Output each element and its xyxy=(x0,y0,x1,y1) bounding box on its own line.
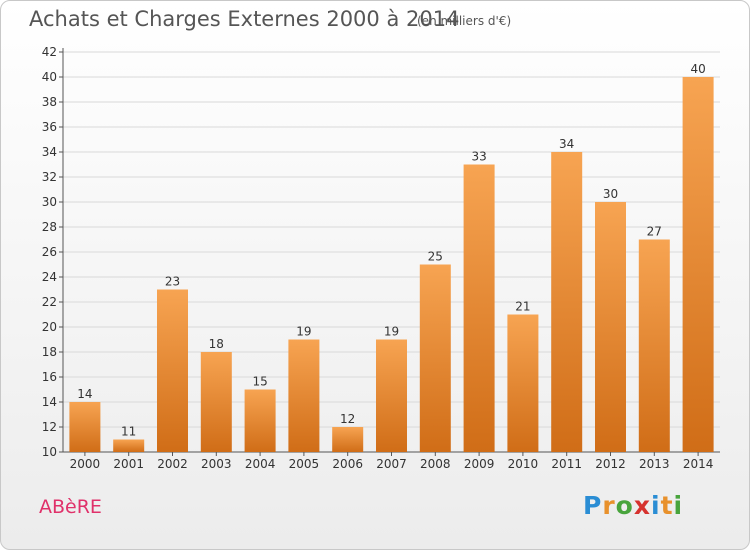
bar xyxy=(638,239,670,452)
x-tick-label: 2001 xyxy=(113,457,144,471)
bar xyxy=(157,289,188,452)
x-tick-label: 2013 xyxy=(639,457,670,471)
logo-letter: t xyxy=(660,491,674,520)
bar-value-label: 23 xyxy=(165,275,180,289)
y-tick-label: 40 xyxy=(42,70,57,84)
x-tick-label: 2008 xyxy=(420,457,451,471)
x-tick-label: 2002 xyxy=(157,457,188,471)
y-tick-label: 34 xyxy=(42,145,57,159)
bar xyxy=(463,164,495,452)
bar xyxy=(682,77,714,452)
y-tick-label: 28 xyxy=(42,220,57,234)
y-tick-label: 12 xyxy=(42,420,57,434)
bar xyxy=(595,202,626,452)
bar xyxy=(551,152,583,452)
y-tick-label: 18 xyxy=(42,345,57,359)
y-tick-label: 42 xyxy=(42,45,57,59)
bar-value-label: 25 xyxy=(428,250,443,264)
proxiti-logo[interactable]: Proxiti xyxy=(583,491,683,520)
x-tick-label: 2007 xyxy=(376,457,407,471)
bar-value-label: 27 xyxy=(647,225,662,239)
bar xyxy=(332,427,364,452)
bar xyxy=(69,402,101,452)
x-tick-label: 2006 xyxy=(332,457,363,471)
y-tick-label: 24 xyxy=(42,270,57,284)
y-tick-label: 32 xyxy=(42,170,57,184)
bar xyxy=(288,339,320,452)
x-tick-label: 2009 xyxy=(464,457,495,471)
y-tick-label: 20 xyxy=(42,320,57,334)
bar xyxy=(113,439,145,452)
bar xyxy=(244,389,276,452)
commune-name: ABèRE xyxy=(39,496,102,518)
bar-value-label: 14 xyxy=(77,387,92,401)
labels: 10 12 14 16 18 20 22 24 26 28 30 32 34 36 38 40 42 14 2000… xyxy=(42,45,714,471)
x-tick-label: 2004 xyxy=(245,457,276,471)
bar-value-label: 11 xyxy=(121,425,136,439)
y-tick-label: 36 xyxy=(42,120,57,134)
y-tick-label: 38 xyxy=(42,95,57,109)
x-tick-label: 2011 xyxy=(551,457,582,471)
x-tick-label: 2005 xyxy=(289,457,320,471)
bar-value-label: 21 xyxy=(515,300,530,314)
bar xyxy=(200,352,232,452)
y-tick-label: 14 xyxy=(42,395,57,409)
bars xyxy=(69,77,714,452)
chart-title: Achats et Charges Externes 2000 à 2014 xyxy=(29,7,460,31)
y-tick-label: 26 xyxy=(42,245,57,259)
logo-letter: P xyxy=(583,491,603,520)
bar-value-label: 30 xyxy=(603,187,618,201)
bar-value-label: 18 xyxy=(209,337,224,351)
x-tick-label: 2000 xyxy=(70,457,101,471)
logo-letter: i xyxy=(651,491,661,520)
chart-subtitle: (en milliers d'€) xyxy=(417,14,512,28)
logo-letter: r xyxy=(602,491,616,520)
bar-value-label: 34 xyxy=(559,137,574,151)
bar-value-label: 33 xyxy=(471,150,486,164)
y-tick-label: 22 xyxy=(42,295,57,309)
y-tick-label: 16 xyxy=(42,370,57,384)
x-tick-label: 2012 xyxy=(595,457,626,471)
bar xyxy=(507,314,539,452)
bar-value-label: 19 xyxy=(384,325,399,339)
logo-letter: i xyxy=(673,491,684,520)
x-tick-label: 2003 xyxy=(201,457,232,471)
y-tick-label: 30 xyxy=(42,195,57,209)
bar xyxy=(376,339,407,452)
y-tick-label: 10 xyxy=(42,445,57,459)
x-tick-label: 2014 xyxy=(683,457,714,471)
x-tick-label: 2010 xyxy=(508,457,539,471)
bar-value-label: 40 xyxy=(690,62,705,76)
logo-letter: o xyxy=(615,491,634,520)
bar-value-label: 19 xyxy=(296,325,311,339)
bar xyxy=(419,264,451,452)
bar-value-label: 15 xyxy=(252,375,267,389)
bar-value-label: 12 xyxy=(340,412,355,426)
logo-letter: x xyxy=(633,491,651,520)
